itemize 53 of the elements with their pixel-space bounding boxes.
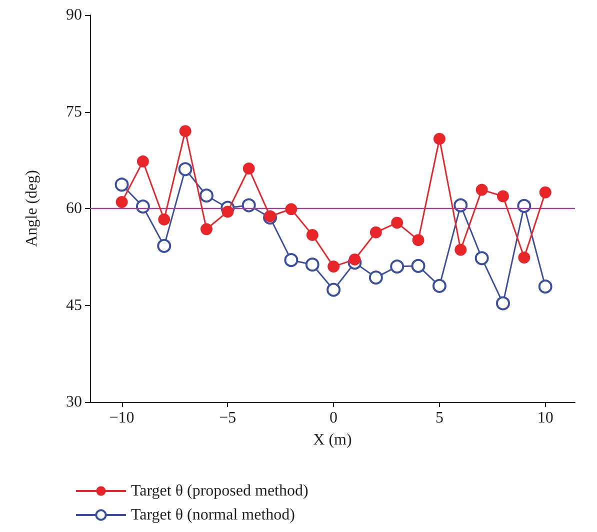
point bbox=[305, 258, 320, 272]
point bbox=[199, 188, 214, 203]
point bbox=[496, 296, 510, 310]
x-axis-title: X (m) bbox=[313, 432, 352, 448]
point bbox=[454, 244, 467, 256]
point bbox=[136, 200, 150, 214]
point bbox=[538, 280, 552, 294]
point bbox=[264, 210, 276, 222]
point bbox=[179, 125, 192, 138]
y-tick-label: 60 bbox=[66, 200, 82, 217]
point bbox=[391, 216, 404, 229]
point bbox=[157, 238, 172, 253]
point bbox=[411, 258, 426, 273]
point bbox=[158, 213, 170, 226]
x-tick-label: −10 bbox=[109, 410, 134, 426]
x-tick-label: 5 bbox=[435, 410, 444, 426]
point bbox=[136, 155, 149, 168]
point bbox=[285, 203, 298, 216]
point bbox=[476, 184, 488, 196]
x-tick-label: −5 bbox=[219, 410, 236, 426]
point bbox=[242, 162, 255, 175]
y-tick-label: 75 bbox=[66, 103, 82, 120]
point bbox=[432, 278, 446, 293]
y-tick-label: 30 bbox=[66, 394, 82, 410]
point bbox=[370, 226, 382, 238]
x-tick-label: 10 bbox=[537, 410, 554, 426]
point bbox=[328, 260, 340, 273]
y-tick-label: 45 bbox=[66, 296, 82, 314]
point bbox=[348, 253, 361, 266]
point bbox=[390, 260, 404, 274]
point bbox=[116, 196, 128, 208]
point bbox=[539, 186, 552, 198]
point bbox=[242, 198, 256, 212]
point bbox=[222, 206, 234, 218]
point bbox=[284, 253, 298, 268]
x-tick-label: 0 bbox=[330, 410, 338, 426]
point bbox=[412, 234, 424, 246]
point bbox=[178, 162, 192, 176]
y-tick-label: 90 bbox=[66, 6, 82, 24]
point bbox=[518, 252, 530, 264]
point bbox=[474, 251, 489, 266]
point bbox=[433, 132, 446, 145]
point bbox=[517, 198, 532, 213]
point bbox=[114, 178, 129, 192]
legend-label: Target θ (normal method) bbox=[131, 506, 295, 524]
point bbox=[368, 270, 383, 285]
legend-label: Target θ (proposed method) bbox=[131, 482, 308, 500]
point bbox=[200, 223, 212, 236]
point bbox=[306, 228, 318, 241]
point bbox=[497, 190, 509, 202]
point bbox=[326, 282, 341, 297]
point bbox=[454, 198, 468, 212]
y-axis-title: Angle (deg) bbox=[24, 170, 40, 247]
